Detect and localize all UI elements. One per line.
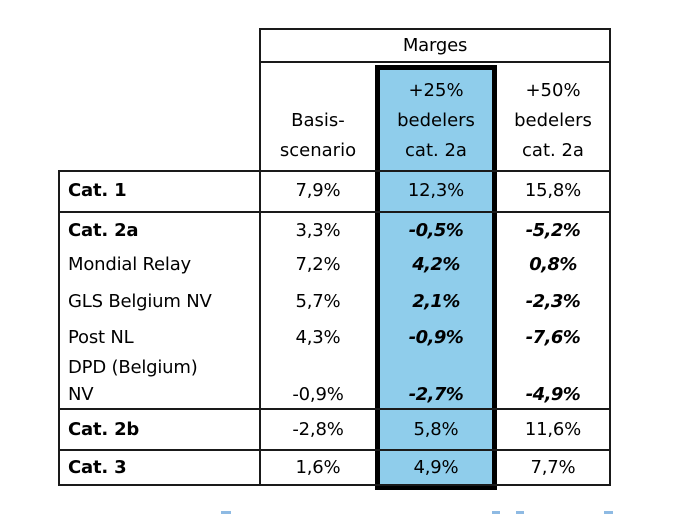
row-label-post-nl: Post NL <box>68 327 134 348</box>
cell-cat3-plus25: 4,9% <box>413 457 459 478</box>
cutoff-caption-remnant <box>492 511 500 514</box>
column-header-line: Basis- <box>291 110 345 131</box>
column-header-line: +25% <box>408 80 464 101</box>
cutoff-caption-remnant <box>221 511 231 514</box>
column-header-line: bedelers <box>514 110 592 131</box>
row-label-mondial-relay: Mondial Relay <box>68 254 191 275</box>
column-header-line: bedelers <box>397 110 475 131</box>
cell-dpd-plus50: -4,9% <box>525 384 581 405</box>
cell-gls-basis: 5,7% <box>295 291 341 312</box>
row-label-cat2a: Cat. 2a <box>68 220 139 241</box>
cell-mondial-plus25: 4,2% <box>412 254 460 275</box>
column-header-line: cat. 2a <box>522 140 584 161</box>
cell-dpd-basis: -0,9% <box>292 384 344 405</box>
table-body-box <box>58 170 611 486</box>
cell-cat2b-basis: -2,8% <box>292 419 344 440</box>
label-column-divider <box>259 170 261 486</box>
cell-cat1-plus50: 15,8% <box>524 180 582 201</box>
row-divider-3 <box>58 449 611 451</box>
cutoff-caption-remnant <box>604 511 613 514</box>
row-label-dpd-nv: NV <box>68 384 94 405</box>
column-header-line: cat. 2a <box>405 140 467 161</box>
column-header-plus25: +25% bedelers cat. 2a <box>380 64 492 168</box>
cell-gls-plus25: 2,1% <box>412 291 460 312</box>
cell-postnl-basis: 4,3% <box>295 327 341 348</box>
cutoff-caption-remnant <box>516 511 524 514</box>
row-divider-2 <box>58 408 611 410</box>
cell-cat3-basis: 1,6% <box>295 457 341 478</box>
cell-dpd-plus25: -2,7% <box>408 384 464 405</box>
cell-cat2b-plus50: 11,6% <box>524 419 582 440</box>
cell-postnl-plus25: -0,9% <box>408 327 464 348</box>
column-header-plus50: +50% bedelers cat. 2a <box>497 64 609 168</box>
group-header-marges: Marges <box>402 35 468 56</box>
cell-cat1-basis: 7,9% <box>295 180 341 201</box>
cell-cat2a-plus25: -0,5% <box>408 220 464 241</box>
cell-cat2b-plus25: 5,8% <box>413 419 459 440</box>
cell-cat2a-plus50: -5,2% <box>525 220 581 241</box>
column-header-line: +50% <box>525 80 581 101</box>
cell-cat1-plus25: 12,3% <box>407 180 465 201</box>
highlighted-column <box>375 65 497 490</box>
cell-cat3-plus50: 7,7% <box>530 457 576 478</box>
row-divider-1 <box>58 211 611 213</box>
row-label-cat2b: Cat. 2b <box>68 419 140 440</box>
column-header-line: scenario <box>279 140 357 161</box>
cell-cat2a-basis: 3,3% <box>295 220 341 241</box>
cell-mondial-plus50: 0,8% <box>529 254 577 275</box>
row-label-dpd-belgium: DPD (Belgium) <box>68 357 198 378</box>
cell-mondial-basis: 7,2% <box>295 254 341 275</box>
cell-gls-plus50: -2,3% <box>525 291 581 312</box>
row-label-gls-belgium: GLS Belgium NV <box>68 291 212 312</box>
row-label-cat1: Cat. 1 <box>68 180 127 201</box>
cell-postnl-plus50: -7,6% <box>525 327 581 348</box>
row-label-cat3: Cat. 3 <box>68 457 127 478</box>
column-header-basis-scenario: Basis- scenario <box>261 64 375 168</box>
